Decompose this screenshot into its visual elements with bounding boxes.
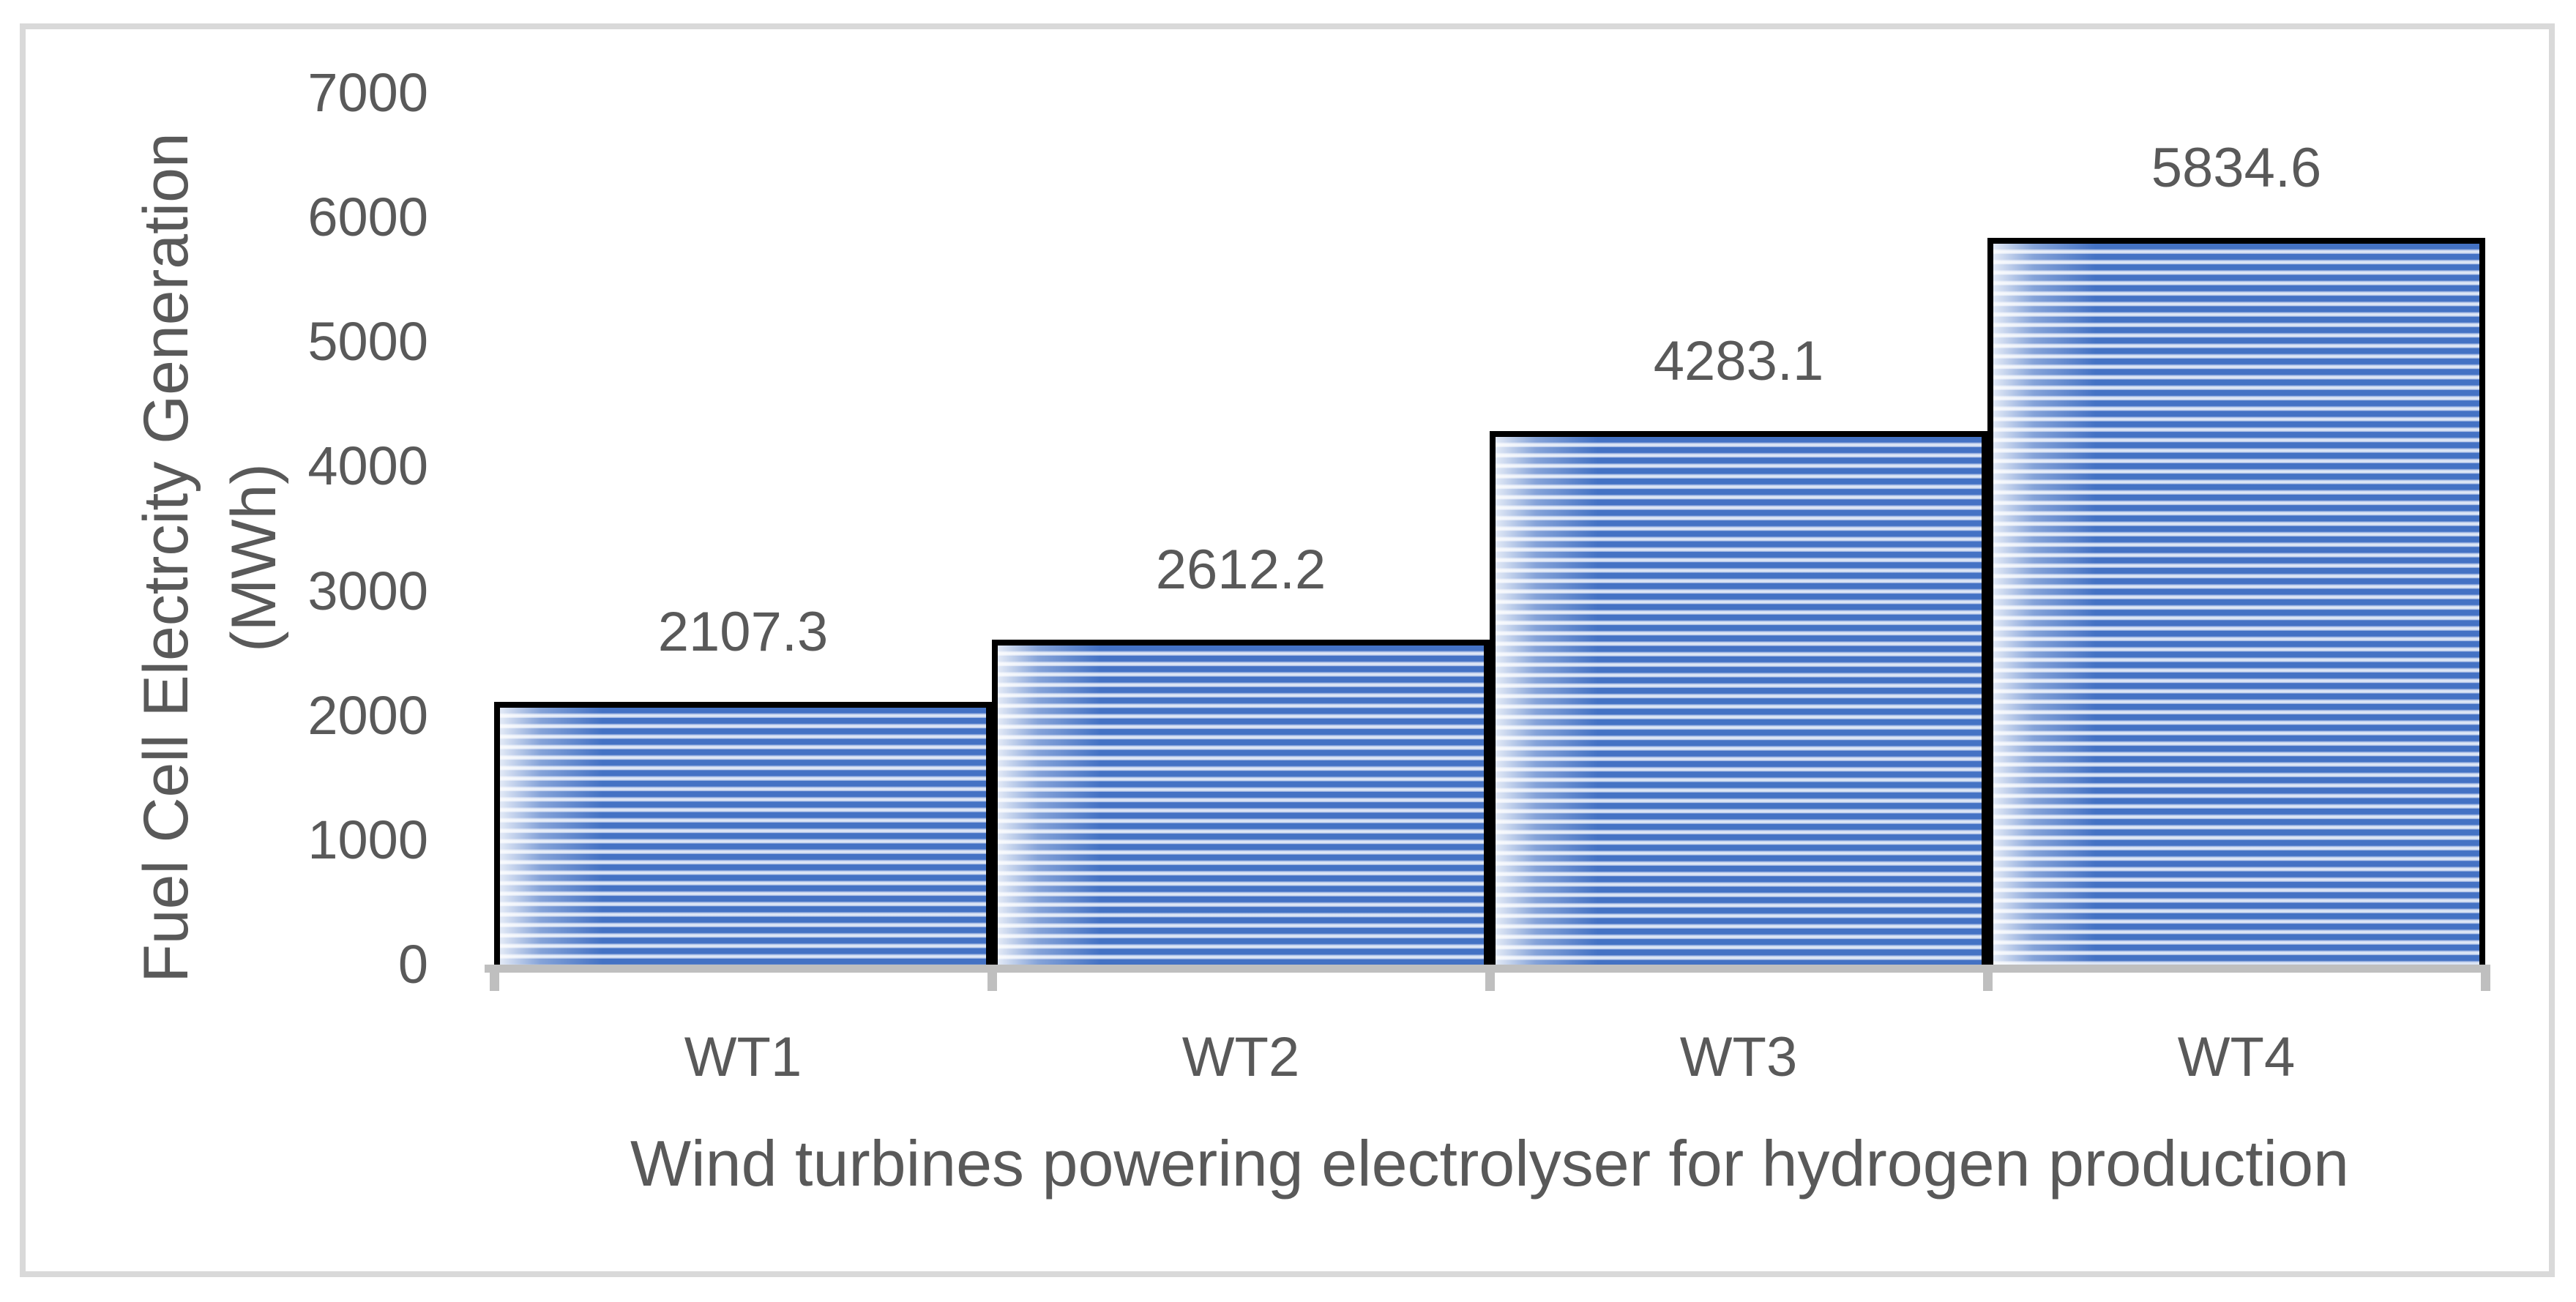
y-tick-label: 0	[397, 934, 428, 995]
y-tick-label: 3000	[307, 560, 428, 621]
bar-wt1	[494, 702, 992, 965]
bar-data-label: 2107.3	[657, 601, 829, 664]
x-category-label: WT3	[1679, 1026, 1798, 1088]
x-category-label: WT2	[1181, 1026, 1300, 1088]
y-tick-label: 2000	[307, 684, 428, 746]
x-axis-tick	[1485, 965, 1495, 991]
y-tick-label: 7000	[307, 62, 428, 123]
x-axis-title: Wind turbines powering electrolyser for …	[630, 1127, 2349, 1200]
x-category-label: WT1	[684, 1026, 802, 1088]
x-axis-tick	[1982, 965, 1993, 991]
bar-data-label: 5834.6	[2151, 137, 2322, 200]
bar-data-label: 2612.2	[1155, 538, 1326, 601]
x-category-label: WT4	[2177, 1026, 2296, 1088]
y-tick-label: 4000	[307, 435, 428, 497]
bar-data-label: 4283.1	[1653, 330, 1824, 393]
bar-wt4	[1987, 238, 2485, 965]
x-axis-tick	[987, 965, 997, 991]
bar-wt2	[992, 639, 1490, 965]
y-tick-label: 5000	[307, 311, 428, 373]
x-axis-tick	[2480, 965, 2490, 991]
y-tick-label: 6000	[307, 187, 428, 248]
plot-area	[494, 93, 2485, 965]
y-tick-label: 1000	[307, 809, 428, 870]
bar-wt3	[1490, 431, 1987, 965]
x-axis-tick	[489, 965, 499, 991]
